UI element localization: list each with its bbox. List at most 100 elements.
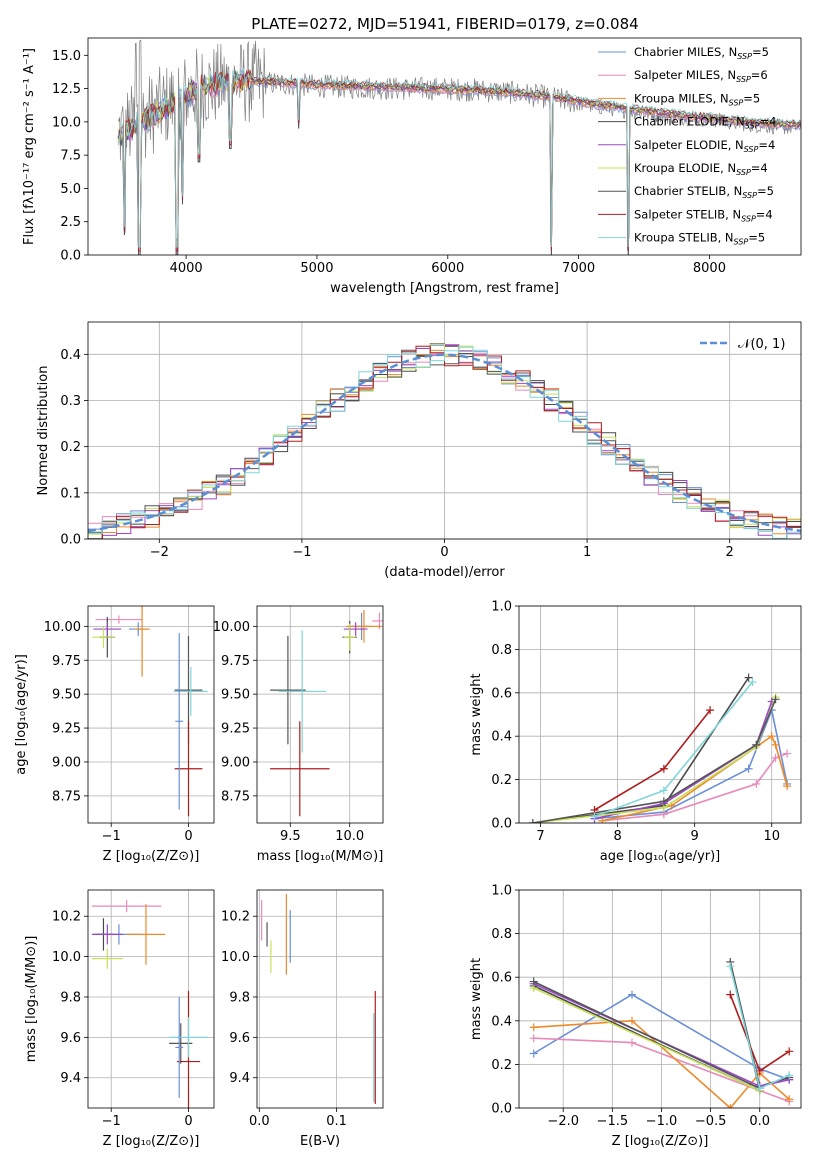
y-tick-label: 0.8: [491, 643, 512, 658]
x-tick-label: 0: [184, 1114, 192, 1129]
weight-marker: [785, 1047, 794, 1056]
x-tick-label: 9: [691, 829, 699, 844]
x-axis-label: E(B-V): [300, 1134, 340, 1149]
axes-frame: [518, 889, 802, 1109]
weight-marker: [598, 816, 607, 823]
y-tick-label: 0.6: [491, 971, 512, 986]
weight-series-line: [533, 1019, 790, 1108]
weight-marker: [726, 1104, 735, 1108]
errorbar-point: [134, 606, 150, 677]
y-tick-label: 0.2: [491, 1058, 512, 1073]
x-tick-label: −1: [102, 829, 121, 844]
x-tick-label: 10.0: [335, 829, 364, 844]
x-tick-label: 0: [440, 545, 448, 560]
x-axis-label: mass [log₁₀(M/M⊙)]: [257, 849, 384, 864]
weight-marker: [659, 797, 668, 806]
weight-marker: [528, 819, 537, 823]
y-tick-label: 8.75: [52, 789, 81, 804]
axes-frame: [87, 37, 802, 256]
y-tick-label: 10.0: [52, 115, 81, 130]
y-tick-label: 1.0: [491, 884, 512, 899]
y-axis-label: mass [log₁₀(M/M⊙)]: [24, 936, 39, 1063]
x-tick-label: 4000: [170, 261, 203, 276]
panel-age-vs-Z: −1 0 8.75 9.00 9.25 9.50 9.75 10.00 Z [log₁₀(Z/Z…: [14, 605, 215, 864]
plot-area-weight-vs-Z: [529, 957, 794, 1108]
weight-marker: [752, 779, 761, 788]
histogram-series: [88, 343, 801, 535]
weight-series-line: [533, 987, 761, 1092]
x-tick-label: −0.5: [695, 1114, 727, 1129]
x-tick-label: 10: [763, 829, 780, 844]
x-tick-label: −1: [292, 545, 311, 560]
errorbar-point: [126, 904, 166, 965]
errorbar-point: [343, 623, 356, 651]
y-tick-label: 9.50: [221, 688, 250, 703]
legend-entry: Kroupa MILES, NSSP=5: [634, 91, 760, 107]
weight-series-line: [594, 701, 773, 820]
x-tick-label: 5000: [300, 261, 333, 276]
x-tick-label: −1.5: [597, 1114, 629, 1129]
weight-series-line: [533, 980, 761, 1090]
errorbar-point: [91, 948, 123, 969]
x-tick-label: 0.0: [749, 1114, 770, 1129]
panel-weight-vs-age: 7 8 9 10 0.0 0.2 0.4 0.6 0.8 1.0 age [log₁₀(age/yr…: [469, 600, 802, 864]
plot-area-residuals: [88, 343, 801, 539]
axes-frame: [87, 605, 215, 824]
x-tick-label: 8: [613, 829, 621, 844]
y-tick-label: 0.1: [60, 486, 81, 501]
errorbar-point: [95, 615, 143, 624]
weight-series-line: [532, 696, 777, 823]
panel-residuals: −2 −1 0 1 2 0.0 0.1 0.2 0.3 0.4 (data-model)/error…: [36, 321, 802, 580]
y-tick-label: 9.75: [221, 654, 250, 669]
x-tick-label: −1.0: [646, 1114, 678, 1129]
axes-frame: [87, 321, 802, 540]
x-tick-label: 1: [583, 545, 591, 560]
legend-entry: Chabrier MILES, NSSP=5: [634, 45, 769, 61]
axes-frame: [518, 605, 802, 824]
y-tick-label: 10.00: [44, 620, 81, 635]
x-axis-label: Z [log₁₀(Z/Z⊙)]: [612, 1134, 709, 1149]
legend-entry: Salpeter ELODIE, NSSP=4: [634, 138, 775, 154]
weight-marker: [771, 753, 780, 762]
errorbar-point: [278, 630, 326, 753]
weight-marker: [783, 749, 792, 758]
x-tick-label: 8000: [693, 261, 726, 276]
plot-area-age-vs-mass: [270, 610, 383, 817]
weight-marker: [706, 706, 715, 715]
errorbar-point: [270, 635, 306, 745]
legend-entry: Salpeter STELIB, NSSP=4: [634, 207, 773, 223]
histogram-series: [88, 346, 801, 539]
errorbar-point: [176, 990, 201, 1108]
weight-marker: [752, 740, 761, 749]
y-tick-label: 5.0: [60, 182, 81, 197]
y-axis-label: Flux [fλ10⁻¹⁷ erg cm⁻² s⁻¹ A⁻¹]: [22, 48, 37, 245]
y-tick-label: 10.2: [52, 910, 81, 925]
weight-marker: [783, 782, 792, 791]
y-tick-label: 9.25: [52, 722, 81, 737]
weight-marker: [785, 1071, 794, 1080]
y-tick-label: 0.0: [491, 1102, 512, 1117]
y-tick-label: 0.8: [491, 927, 512, 942]
y-tick-label: 9.6: [229, 1031, 250, 1046]
legend-entry: Chabrier STELIB, NSSP=5: [634, 184, 774, 200]
y-axis-label: mass weight: [469, 958, 484, 1040]
y-tick-label: 9.00: [221, 755, 250, 770]
weight-marker: [771, 740, 780, 749]
axes-frame: [87, 889, 215, 1109]
weight-marker: [529, 977, 538, 986]
y-tick-label: 0.2: [491, 773, 512, 788]
x-tick-label: 0.1: [326, 1114, 347, 1129]
plot-area-mass-vs-EBV: [261, 894, 376, 1104]
weight-marker: [627, 1038, 636, 1047]
weight-marker: [529, 1034, 538, 1043]
weight-marker: [755, 1084, 764, 1093]
y-tick-label: 0.0: [491, 817, 512, 832]
weight-marker: [748, 677, 757, 686]
y-tick-label: 9.4: [229, 1071, 250, 1086]
x-tick-label: −1: [102, 1114, 121, 1129]
spectrum-legend: Chabrier MILES, NSSP=5 Salpeter MILES, NS…: [598, 45, 776, 247]
panel-spectrum: 4000 5000 6000 7000 8000 0.0 2.5 5.0 7.5 10.0 12.5…: [22, 37, 802, 296]
y-tick-label: 0.0: [60, 249, 81, 264]
legend-entry: Chabrier ELODIE, NSSP=4: [634, 115, 776, 131]
weight-marker: [529, 1023, 538, 1032]
